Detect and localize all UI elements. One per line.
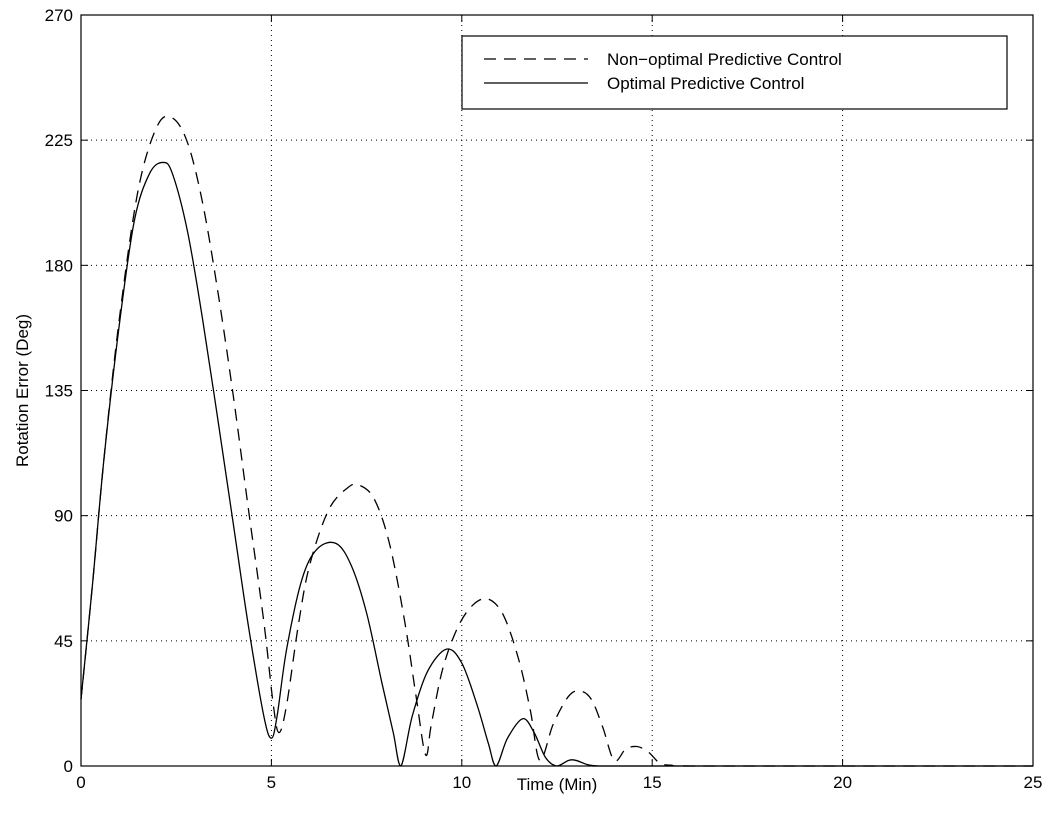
x-tick-label: 0 — [76, 773, 85, 792]
y-tick-label: 270 — [45, 6, 73, 25]
y-tick-label: 0 — [64, 757, 73, 776]
legend-box — [461, 35, 1008, 110]
y-tick-label: 45 — [54, 632, 73, 651]
tick-labels: 0 5 10 15 20 25 0 45 90 135 180 225 270 — [45, 6, 1043, 792]
series-layer — [80, 115, 1033, 767]
y-tick-label: 90 — [54, 507, 73, 526]
x-tick-label: 10 — [452, 773, 471, 792]
x-axis-label: Time (Min) — [517, 775, 598, 794]
x-tick-label: 15 — [643, 773, 662, 792]
series-line-optimal — [80, 161, 1033, 767]
y-tick-label: 225 — [45, 131, 73, 150]
axis-ticks — [80, 14, 1034, 767]
series-line-non-optimal — [80, 115, 1033, 767]
y-tick-label: 135 — [45, 382, 73, 401]
legend-label-non-optimal: Non−optimal Predictive Control — [607, 50, 842, 69]
y-axis-label: Rotation Error (Deg) — [13, 314, 32, 467]
legend: Non−optimal Predictive Control Optimal P… — [461, 35, 1008, 110]
x-tick-label: 25 — [1024, 773, 1043, 792]
y-tick-label: 180 — [45, 256, 73, 275]
legend-label-optimal: Optimal Predictive Control — [607, 74, 804, 93]
grid — [81, 15, 1033, 766]
x-tick-label: 20 — [833, 773, 852, 792]
x-tick-label: 5 — [267, 773, 276, 792]
